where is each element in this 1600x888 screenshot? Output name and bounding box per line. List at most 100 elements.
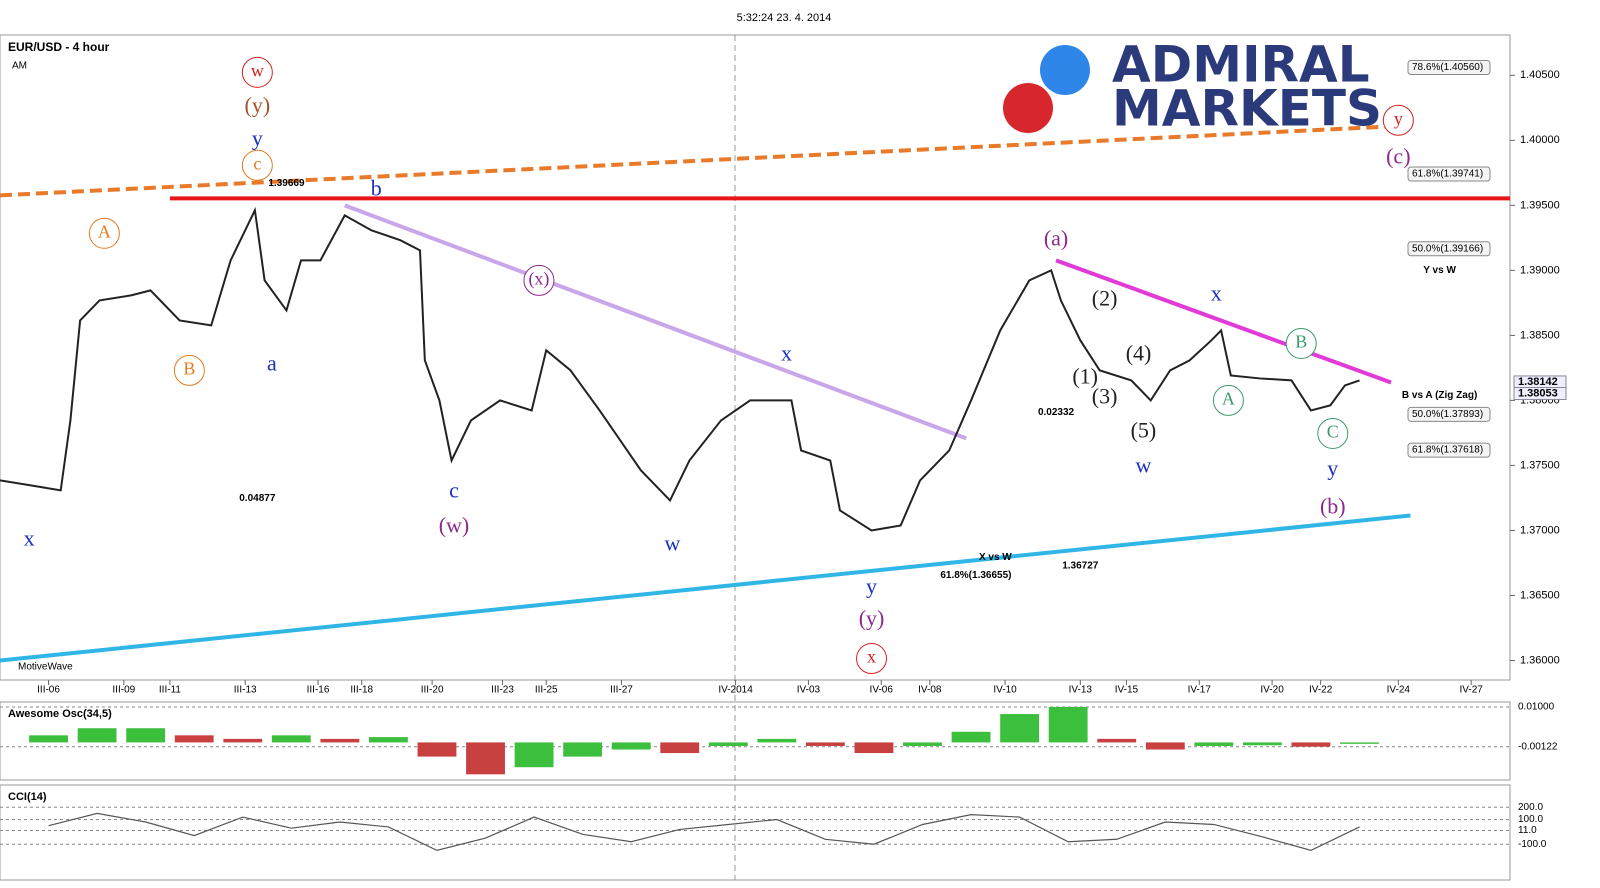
wave-circle [1317, 417, 1349, 449]
chart-subtitle: AM [12, 61, 27, 72]
x-tick-label: III-20 [421, 685, 444, 696]
ao-bar [417, 742, 457, 757]
wave-label: x [24, 526, 35, 551]
ao-panel [0, 701, 1511, 781]
y-tick-label: 1.36500 [1520, 589, 1560, 601]
note: X vs W [979, 552, 1012, 563]
ao-bar [271, 735, 311, 743]
x-tick-label: IV-24 [1387, 685, 1411, 696]
wave-label: (y) [859, 605, 885, 630]
wave-label: c [449, 478, 459, 503]
x-tick-label: IV-15 [1115, 685, 1139, 696]
x-tick-label: III-27 [610, 685, 633, 696]
y-tick-label: 0.01000 [1518, 702, 1555, 713]
x-tick-label: IV-08 [918, 685, 942, 696]
ao-bar [708, 742, 748, 746]
cci-panel [0, 784, 1511, 881]
wave-label: (x) [528, 269, 549, 290]
wave-label: x [1211, 280, 1222, 305]
ao-bar [1291, 742, 1331, 747]
note: 1.39669 [268, 178, 305, 189]
wave-label: x [867, 647, 876, 667]
wave-label: A [98, 221, 111, 241]
fib-label: 50.0%(1.37893) [1412, 409, 1483, 420]
x-tick-label: IV-10 [993, 685, 1017, 696]
y-tick-label: 200.0 [1518, 802, 1543, 813]
wave-circle [241, 149, 273, 181]
y-tick-label: 1.37000 [1520, 524, 1560, 536]
wave-circle [173, 354, 205, 386]
ao-title: Awesome Osc(34,5) [8, 708, 112, 720]
x-tick-label: IV-03 [797, 685, 821, 696]
ao-bar [223, 738, 263, 743]
wave-label: B [1295, 332, 1307, 352]
ao-bar [951, 731, 991, 743]
x-tick-label: III-13 [234, 685, 257, 696]
wave-label: y [866, 573, 877, 598]
logo-dot [1040, 45, 1090, 95]
y-tick-label: 11.0 [1518, 825, 1537, 836]
wave-label: (y) [245, 92, 271, 117]
fib-label: 61.8%(1.39741) [1412, 169, 1483, 180]
trendline [344, 203, 967, 441]
logo-text: ADMIRAL [1112, 36, 1370, 94]
note: 0.02332 [1038, 407, 1075, 418]
y-tick-label: 1.40500 [1520, 69, 1560, 81]
wave-label: (5) [1131, 417, 1157, 442]
ao-bar [1145, 742, 1185, 750]
wave-label: w [251, 60, 264, 80]
ao-bar [29, 735, 68, 743]
x-tick-label: IV-2014 [718, 685, 753, 696]
x-tick-label: IV-13 [1069, 685, 1093, 696]
ao-bar [757, 738, 797, 743]
wave-label: (c) [1386, 143, 1410, 168]
wave-label: y [1327, 455, 1338, 480]
wave-circle [1285, 327, 1317, 359]
wave-label: (a) [1044, 225, 1068, 250]
note: Y vs W [1423, 265, 1456, 276]
chart-title: EUR/USD - 4 hour [8, 40, 110, 54]
wave-circle [856, 643, 888, 675]
ao-bar [903, 742, 942, 746]
timestamp: 5:32:24 23. 4. 2014 [737, 12, 832, 24]
ao-bar [1340, 742, 1379, 744]
wave-label: (w) [439, 513, 470, 538]
wave-label: c [253, 153, 261, 173]
y-tick-label: 1.36000 [1520, 654, 1560, 666]
x-tick-label: III-09 [112, 685, 135, 696]
wave-label: (1) [1072, 363, 1098, 388]
x-tick-label: IV-06 [870, 685, 894, 696]
ao-bar [1048, 706, 1088, 743]
price-label: 1.38053 [1518, 387, 1558, 399]
ao-bar [466, 742, 505, 775]
y-tick-label: 1.37500 [1520, 459, 1560, 471]
x-tick-label: IV-17 [1188, 685, 1212, 696]
fib-label: 78.6%(1.40560) [1412, 62, 1483, 73]
wave-circle [1382, 104, 1414, 136]
wave-label: a [267, 350, 277, 375]
wave-label: b [371, 175, 382, 200]
trendline [1055, 258, 1392, 385]
source: MotiveWave [18, 662, 73, 673]
ao-bar [174, 735, 214, 743]
wave-label: w [665, 530, 681, 555]
y-tick-label: -100.0 [1518, 839, 1547, 850]
ao-bar [369, 737, 408, 743]
y-tick-label: 1.39500 [1520, 199, 1560, 211]
ao-bar [1097, 738, 1137, 743]
wave-circle [241, 56, 273, 88]
note: 1.36727 [1062, 561, 1099, 572]
main-panel [0, 34, 1511, 681]
x-tick-label: IV-22 [1309, 685, 1333, 696]
ao-bar [320, 738, 360, 743]
wave-circle [88, 217, 120, 249]
ao-bar [1000, 714, 1040, 743]
price-line [0, 206, 1360, 532]
x-tick-label: IV-20 [1260, 685, 1284, 696]
x-tick-label: III-16 [307, 685, 330, 696]
ao-bar [611, 742, 651, 750]
note: 0.04877 [239, 493, 276, 504]
x-tick-label: III-18 [350, 685, 373, 696]
ao-bar [514, 742, 554, 768]
